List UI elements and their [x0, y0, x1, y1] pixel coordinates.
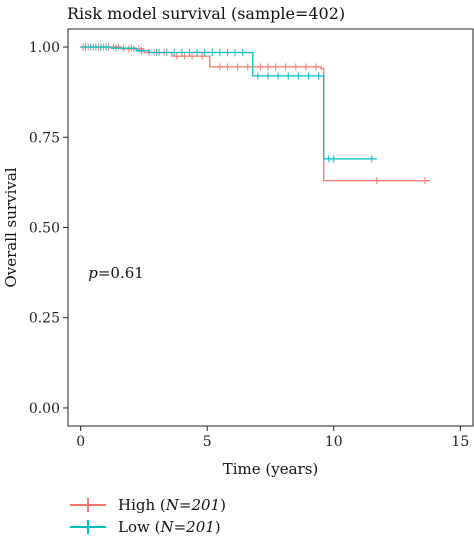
censor-mark-high: [181, 52, 188, 60]
censor-mark-high: [373, 177, 380, 185]
chart-title: Risk model survival (sample=402): [67, 4, 345, 23]
censor-mark-low: [171, 48, 178, 56]
legend-label-high: High (N=201): [118, 496, 226, 514]
censor-mark-low: [113, 44, 120, 52]
legend-label-low: Low (N=201): [118, 518, 221, 536]
censor-mark-low: [186, 48, 193, 56]
p-value-annotation: p=0.61: [88, 264, 144, 282]
y-tick-label: 0.00: [29, 401, 60, 417]
censor-mark-high: [115, 43, 122, 51]
x-tick-label: 15: [451, 434, 469, 450]
x-axis-label: Time (years): [223, 460, 319, 478]
legend-key-low: [66, 517, 110, 537]
censor-mark-high: [216, 63, 223, 71]
censor-mark-high: [264, 63, 271, 71]
censor-mark-low: [224, 48, 231, 56]
censor-mark-low: [368, 155, 375, 163]
x-tick-label: 10: [325, 434, 343, 450]
censor-mark-high: [292, 63, 299, 71]
censor-mark-low: [194, 48, 201, 56]
censor-mark-low: [120, 44, 127, 52]
censor-mark-high: [125, 45, 132, 53]
plot-panel: [67, 28, 474, 427]
censor-mark-low: [128, 44, 135, 52]
legend-item-low: Low (N=201): [66, 516, 226, 538]
y-tick-label: 0.50: [29, 221, 60, 237]
y-tick-label: 1.00: [29, 40, 60, 56]
y-tick-label: 0.25: [29, 311, 60, 327]
censor-mark-low: [315, 72, 322, 80]
censor-mark-low: [232, 48, 239, 56]
censor-mark-high: [199, 52, 206, 60]
legend: High (N=201) Low (N=201): [66, 494, 226, 538]
survival-curves: [80, 43, 430, 185]
censor-mark-low: [254, 72, 261, 80]
censor-mark-low: [295, 72, 302, 80]
censor-mark-high: [257, 63, 264, 71]
censor-mark-low: [305, 72, 312, 80]
censor-mark-low: [201, 48, 208, 56]
x-tick-label: 5: [203, 434, 212, 450]
y-tick-label: 0.75: [29, 130, 60, 146]
curve-high: [80, 46, 430, 182]
censor-mark-high: [421, 177, 428, 185]
y-axis-label: Overall survival: [2, 167, 20, 287]
censor-mark-low: [275, 72, 282, 80]
censor-mark-high: [282, 63, 289, 71]
censor-mark-low: [264, 72, 271, 80]
censor-mark-low: [325, 155, 332, 163]
censor-mark-high: [313, 63, 320, 71]
axes: 0 5 10 15 0.00 0.25 0.50 0.75 1.00: [29, 40, 469, 450]
km-chart: Risk model survival (sample=402) 0 5 10 150…: [2, 4, 474, 478]
censor-mark-high: [189, 52, 196, 60]
censor-mark-low: [239, 48, 246, 56]
censor-mark-high: [272, 63, 279, 71]
censor-mark-low: [92, 43, 99, 51]
censor-mark-low: [178, 48, 185, 56]
censor-mark-low: [97, 43, 104, 51]
censor-mark-high: [302, 63, 309, 71]
censor-mark-high: [173, 52, 180, 60]
censor-mark-high: [244, 63, 251, 71]
censor-mark-low: [82, 43, 89, 51]
censor-mark-low: [209, 48, 216, 56]
censor-mark-low: [216, 48, 223, 56]
p-value-label: p: [88, 264, 98, 282]
censor-mark-low: [285, 72, 292, 80]
curve-low: [80, 46, 377, 160]
censor-mark-low: [138, 47, 145, 55]
legend-item-high: High (N=201): [66, 494, 226, 516]
censor-mark-low: [153, 48, 160, 56]
censor-mark-high: [224, 63, 231, 71]
censor-mark-low: [330, 155, 337, 163]
x-tick-label: 0: [76, 434, 85, 450]
censor-mark-low: [163, 48, 170, 56]
p-value-text: =0.61: [98, 264, 144, 282]
censor-mark-low: [87, 43, 94, 51]
legend-key-high: [66, 495, 110, 515]
censor-mark-high: [234, 63, 241, 71]
censor-mark-low: [102, 43, 109, 51]
